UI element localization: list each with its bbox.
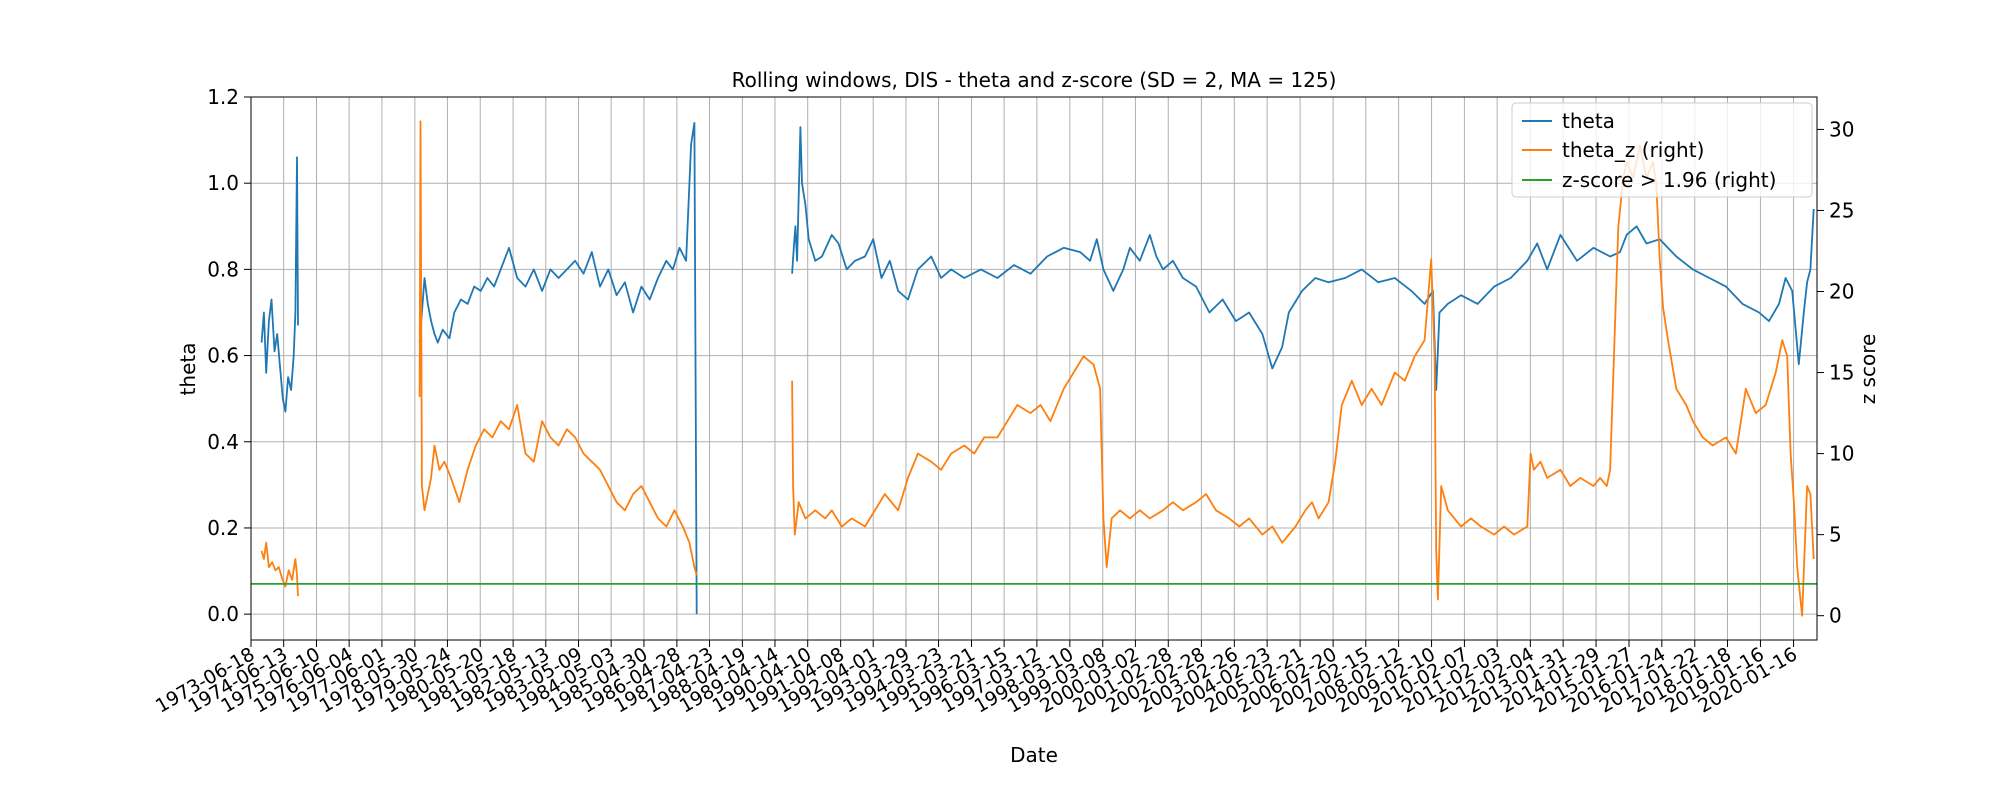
series-line-theta (791, 126, 1815, 391)
y2-tick-label: 10 (1829, 442, 1854, 466)
y-tick-label: 1.0 (207, 171, 239, 195)
series-line-theta-z-right (418, 120, 698, 576)
y-tick-label: 0.2 (207, 516, 239, 540)
y2-tick-label: 30 (1829, 117, 1854, 141)
series-lines (251, 120, 1817, 617)
x-axis: 1973-06-181974-06-131975-06-101976-06-04… (152, 640, 1801, 718)
y-tick-label: 0.4 (207, 430, 239, 454)
series-line-theta (260, 156, 299, 413)
y-axis-left: 0.0 0.2 0.4 0.6 0.8 1.0 1.2 (207, 85, 251, 626)
y-tick-label: 0.8 (207, 257, 239, 281)
y2-tick-label: 25 (1829, 198, 1854, 222)
legend-box (1511, 102, 1813, 198)
y2-tick-label: 15 (1829, 361, 1854, 385)
y2-tick-label: 0 (1829, 604, 1842, 628)
legend: theta theta_z (right) z-score > 1.96 (ri… (1511, 102, 1813, 198)
y-tick-label: 0.0 (207, 602, 239, 626)
y2-axis-label: z score (1856, 334, 1880, 405)
chart-title: Rolling windows, DIS - theta and z-score… (732, 68, 1337, 92)
legend-label-theta-z: theta_z (right) (1562, 138, 1704, 162)
plot-frame (250, 96, 1818, 641)
y-axis-right: 0 5 10 15 20 25 30 (1817, 117, 1854, 628)
y-tick-label: 1.2 (207, 85, 239, 109)
series-line-theta-z-right (260, 541, 299, 597)
y-tick-label: 0.6 (207, 344, 239, 368)
series-line-theta-z-right (791, 144, 1815, 617)
y-axis-label: theta (176, 343, 200, 396)
series-line-theta (418, 122, 698, 615)
legend-label-theta: theta (1562, 109, 1615, 133)
grid-lines (250, 96, 1817, 640)
x-axis-label: Date (1010, 743, 1058, 767)
y2-tick-label: 5 (1829, 523, 1842, 547)
y2-tick-label: 20 (1829, 280, 1854, 304)
legend-label-zscore-threshold: z-score > 1.96 (right) (1562, 168, 1776, 192)
